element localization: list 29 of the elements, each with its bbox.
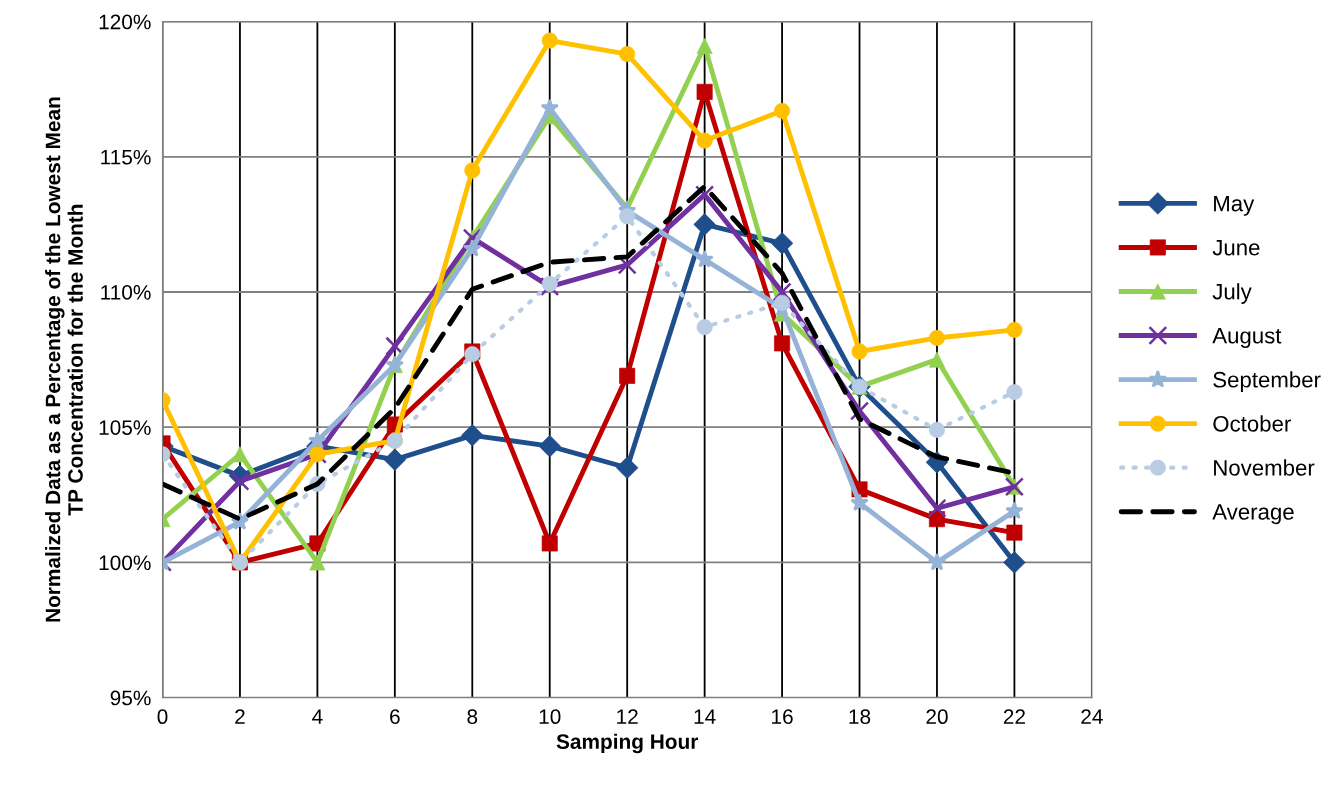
y-tick-label: 120%: [99, 14, 151, 30]
x-tick-label: 22: [1003, 709, 1025, 724]
x-axis-title: Samping Hour: [556, 733, 699, 754]
y-tick-label: 95%: [110, 690, 151, 706]
x-tick-label: 4: [312, 709, 323, 724]
x-tick-label: 10: [539, 709, 561, 725]
legend-label: November: [1214, 459, 1315, 476]
legend-label: June: [1212, 239, 1260, 256]
legend-label: July: [1212, 283, 1252, 304]
x-tick-label: 20: [926, 709, 948, 725]
legend-label: September: [1213, 371, 1321, 392]
y-tick-label: 110%: [101, 285, 151, 300]
x-tick-label: 0: [157, 709, 168, 725]
y-axis-title: Normalized Data as a Percentage of the Lowest Mean TP Concentration for the Month: [45, 97, 83, 622]
x-tick-label: 14: [694, 709, 716, 724]
y-tick-label: 100%: [99, 555, 151, 571]
legend-label: October: [1213, 415, 1291, 432]
y-tick-label: 115%: [101, 149, 151, 165]
x-tick-label: 24: [1081, 709, 1103, 724]
y-tick-label: 105%: [99, 420, 151, 435]
x-tick-label: 12: [617, 709, 638, 724]
x-tick-label: 6: [390, 709, 400, 725]
legend-label: Average: [1212, 504, 1294, 525]
legend-label: May: [1214, 195, 1255, 216]
x-tick-label: 16: [772, 709, 793, 725]
x-tick-label: 8: [467, 709, 478, 725]
x-tick-label: 18: [849, 709, 871, 725]
x-tick-label: 2: [235, 709, 245, 724]
legend-label: August: [1212, 328, 1282, 348]
